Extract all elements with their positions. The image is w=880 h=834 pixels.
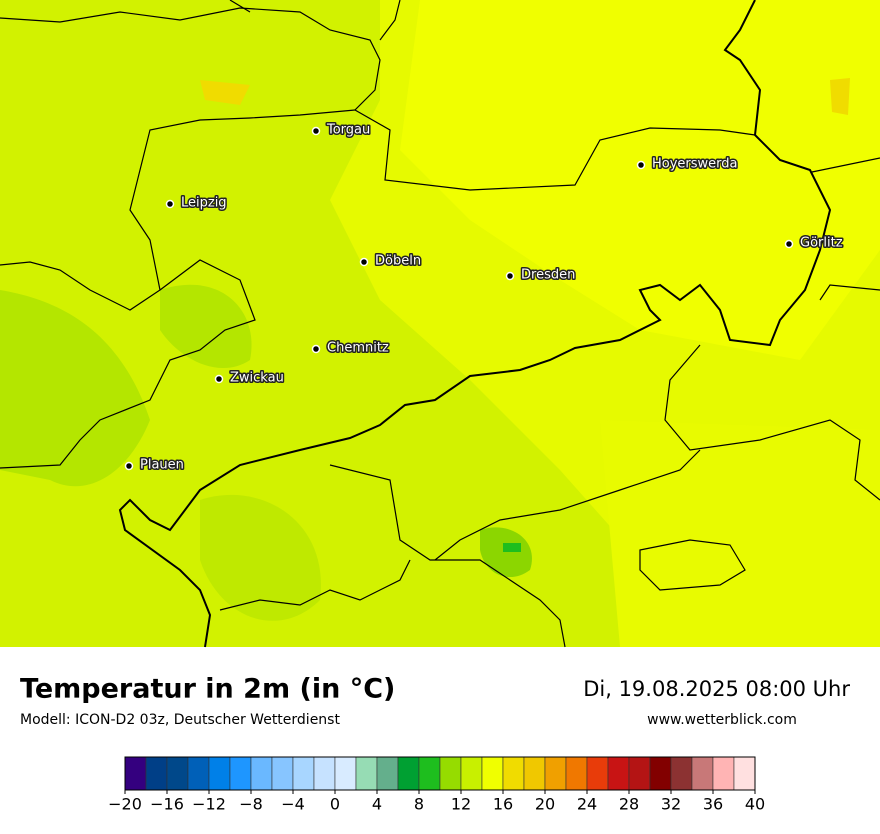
color-segment	[145, 756, 168, 791]
cool-area	[160, 284, 252, 369]
city-dot	[784, 239, 794, 249]
color-segment	[481, 756, 504, 791]
color-segment	[376, 756, 399, 791]
city-label: Torgau	[326, 123, 370, 138]
city-dot	[214, 374, 224, 384]
cool-area	[0, 290, 150, 487]
color-segment	[607, 756, 630, 791]
color-segment	[187, 756, 210, 791]
city-dot	[311, 126, 321, 136]
color-segment	[733, 756, 756, 791]
color-segment	[523, 756, 546, 791]
city-dot	[359, 257, 369, 267]
border	[379, 0, 401, 41]
color-segment	[334, 756, 357, 791]
legend-frame	[124, 756, 756, 791]
map: Torgau Leipzig Döbeln Dresden Hoyerswerda Gör…	[0, 0, 880, 648]
color-segment	[292, 756, 315, 791]
color-segment	[166, 756, 189, 791]
color-segment	[313, 756, 336, 791]
color-segment	[712, 756, 735, 791]
city-dot	[165, 199, 175, 209]
color-segment	[502, 756, 525, 791]
warm-spot	[200, 80, 250, 105]
color-segment	[250, 756, 273, 791]
tick-label: 20	[535, 795, 555, 814]
city-label: Hoyerswerda	[652, 157, 738, 172]
tick-label: 32	[661, 795, 681, 814]
city-label: Plauen	[140, 458, 184, 473]
city-label: Chemnitz	[327, 341, 389, 356]
tick-label: −16	[150, 795, 184, 814]
border	[329, 464, 566, 648]
border	[639, 539, 746, 591]
tick-label: 8	[414, 795, 424, 814]
border	[229, 0, 251, 13]
border	[0, 259, 256, 469]
cities: Torgau Leipzig Döbeln Dresden Hoyerswerda Gör…	[124, 121, 844, 474]
tick-label: 36	[703, 795, 723, 814]
border	[664, 344, 880, 501]
color-segment	[691, 756, 714, 791]
color-segment	[124, 756, 147, 791]
subtitle: Modell: ICON-D2 03z, Deutscher Wetterdie…	[20, 712, 340, 728]
datetime: Di, 19.08.2025 08:00 Uhr	[583, 677, 850, 701]
city-label: Görlitz	[800, 236, 843, 251]
title: Temperatur in 2m (in °C)	[20, 674, 395, 705]
city-dot	[124, 461, 134, 471]
border	[434, 449, 701, 561]
border	[0, 109, 356, 311]
tick-label: 4	[372, 795, 382, 814]
color-segment	[229, 756, 252, 791]
border	[118, 0, 832, 648]
color-segment	[544, 756, 567, 791]
city-label: Zwickau	[230, 371, 284, 386]
tick-label: −20	[108, 795, 142, 814]
cool-area	[480, 527, 532, 578]
color-segment	[355, 756, 378, 791]
color-legend: −20 −16 −12 −8 −4 0 4 8 12 16 20 24 28 32 36 40	[108, 756, 765, 814]
color-segment	[460, 756, 483, 791]
border	[811, 157, 880, 173]
tick-label: 16	[493, 795, 513, 814]
border	[819, 284, 880, 301]
tick-label: 12	[451, 795, 471, 814]
color-segment	[649, 756, 672, 791]
color-segment	[586, 756, 609, 791]
cool-area	[200, 494, 321, 621]
website: www.wetterblick.com	[647, 712, 797, 728]
border	[0, 7, 756, 191]
city-label: Dresden	[521, 268, 575, 283]
cool-spot	[503, 543, 521, 552]
color-segment	[439, 756, 462, 791]
tick-label: 24	[577, 795, 597, 814]
color-segment	[628, 756, 651, 791]
warm-spot	[830, 78, 850, 115]
city-dot	[311, 344, 321, 354]
tick-label: −8	[239, 795, 263, 814]
tick-label: −12	[192, 795, 226, 814]
tick-label: 40	[745, 795, 765, 814]
color-segment	[208, 756, 231, 791]
city-dot	[505, 271, 515, 281]
color-segment	[397, 756, 420, 791]
warm-area	[600, 420, 880, 647]
color-segment	[271, 756, 294, 791]
city-dot	[636, 160, 646, 170]
color-segment	[418, 756, 441, 791]
tick-label: −4	[281, 795, 305, 814]
color-segment	[670, 756, 693, 791]
city-label: Döbeln	[375, 254, 421, 269]
color-segment	[565, 756, 588, 791]
border	[219, 559, 411, 611]
tick-label: 28	[619, 795, 639, 814]
city-label: Leipzig	[181, 196, 227, 211]
tick-label: 0	[330, 795, 340, 814]
